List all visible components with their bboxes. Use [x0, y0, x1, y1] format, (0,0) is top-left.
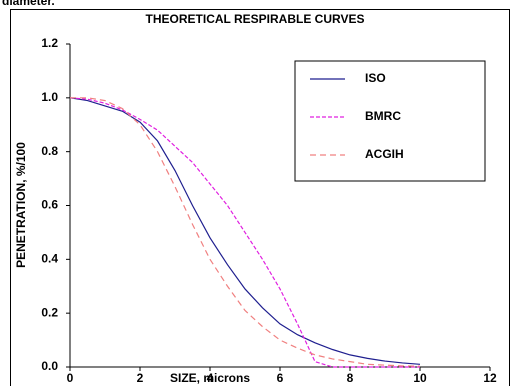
- x-tick-label: 6: [277, 371, 284, 385]
- y-tick-label: 0.6: [41, 198, 58, 212]
- y-tick-label: 0.8: [41, 144, 58, 158]
- y-axis-label: PENETRATION, %/100: [14, 142, 28, 268]
- x-tick-label: 2: [137, 371, 144, 385]
- line-series: [69, 97, 421, 365]
- x-axis-label: SIZE, microns: [170, 371, 250, 385]
- caption: diameter.: [2, 0, 55, 8]
- legend-box: [294, 60, 486, 182]
- x-tick-label: 12: [483, 371, 497, 385]
- legend-label: BMRC: [365, 109, 401, 123]
- line-series: [70, 97, 421, 367]
- chart-frame: [10, 9, 510, 386]
- legend-label: ISO: [365, 71, 386, 85]
- x-tick-label: 10: [413, 371, 427, 385]
- y-tick-label: 1.0: [41, 90, 58, 104]
- legend-label: ACGIH: [365, 147, 404, 161]
- x-tick-label: 8: [347, 371, 354, 385]
- y-tick-label: 0.4: [41, 252, 58, 266]
- x-tick-label: 4: [207, 371, 214, 385]
- line-series: [69, 97, 420, 368]
- y-tick-label: 1.2: [41, 36, 58, 50]
- x-tick-label: 0: [67, 371, 74, 385]
- y-tick-label: 0.0: [41, 359, 58, 373]
- y-tick-label: 0.2: [41, 305, 58, 319]
- chart-title: THEORETICAL RESPIRABLE CURVES: [146, 12, 365, 26]
